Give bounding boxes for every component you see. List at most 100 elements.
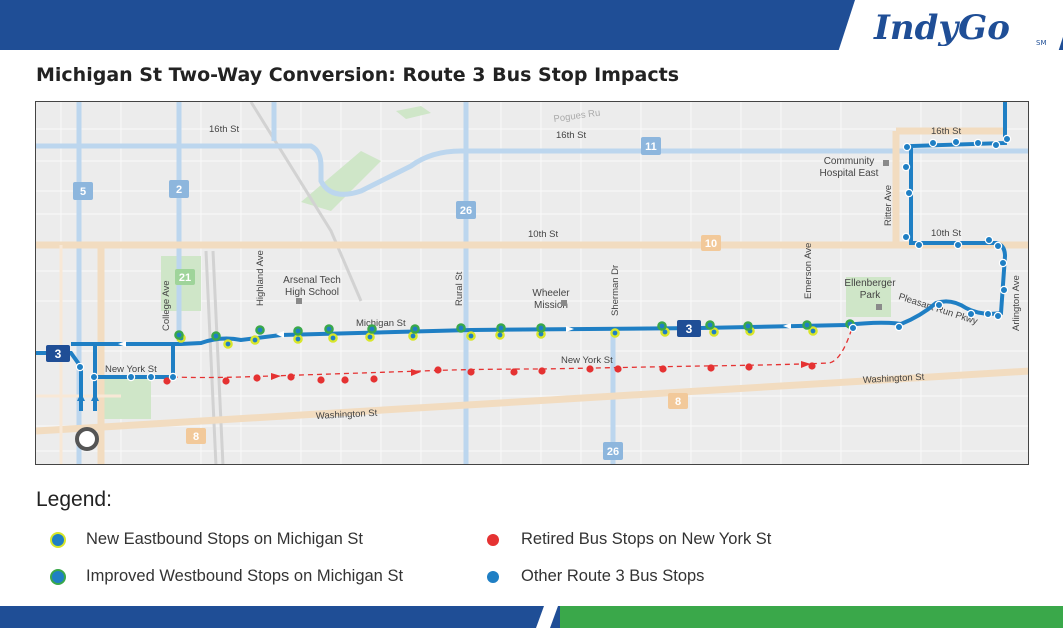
shield-10: 10 <box>705 238 717 250</box>
westbound-stop <box>174 330 184 340</box>
label-sherman: Sherman Dr <box>610 265 621 316</box>
other-stop <box>998 258 1008 268</box>
route-terminus-icon[interactable] <box>75 427 99 451</box>
legend-eastbound-icon <box>52 533 64 546</box>
other-stop <box>951 137 961 147</box>
logo-mark: SM <box>1036 39 1046 46</box>
route-map[interactable]: 16th St 16th St 16th St 10th St 10th St … <box>35 101 1029 465</box>
label-highland: Highland Ave <box>255 250 266 306</box>
shield-5: 5 <box>80 186 86 198</box>
westbound-stop <box>456 323 466 333</box>
page-title: Michigan St Two-Way Conversion: Route 3 … <box>36 64 680 86</box>
other-stop <box>894 322 904 332</box>
other-stop <box>901 232 911 242</box>
label-16th-central: 16th St <box>556 130 586 141</box>
shield-26-top: 26 <box>460 205 472 217</box>
retired-stop <box>370 375 378 383</box>
retired-stop <box>538 367 546 375</box>
retired-route-new-york <box>172 330 852 379</box>
footer-band-blue <box>0 606 560 628</box>
other-stop <box>146 372 156 382</box>
westbound-stop <box>496 323 506 333</box>
retired-stop <box>163 377 171 385</box>
label-10th-central: 10th St <box>528 229 558 240</box>
stops-other[interactable] <box>75 134 1012 382</box>
street-grid <box>36 102 1028 464</box>
label-10th-east: 10th St <box>931 228 961 239</box>
shield-3-mid: 3 <box>686 322 693 336</box>
westbound-stop <box>536 323 546 333</box>
retired-stop <box>614 365 622 373</box>
label-ritter: Ritter Ave <box>883 185 894 226</box>
other-stop <box>973 138 983 148</box>
route-shields: 5 2 26 26 11 21 10 8 8 <box>73 137 721 460</box>
eastbound-stop <box>808 326 818 336</box>
other-stop <box>934 300 944 310</box>
other-stop <box>901 162 911 172</box>
shield-21: 21 <box>179 272 191 284</box>
eastbound-stop <box>610 328 620 338</box>
eastbound-stop <box>293 334 303 344</box>
other-stop <box>75 362 85 372</box>
shield-8-east: 8 <box>675 396 681 408</box>
legend-item-new-eastbound: New Eastbound Stops on Michigan St <box>52 530 363 549</box>
other-stop <box>991 140 1001 150</box>
label-emerson: Emerson Ave <box>803 243 814 299</box>
map-canvas: 16th St 16th St 16th St 10th St 10th St … <box>36 102 1028 464</box>
legend-heading: Legend: <box>36 488 112 511</box>
retired-stop <box>253 374 261 382</box>
westbound-stop <box>255 325 265 335</box>
stops-retired[interactable] <box>163 362 816 385</box>
label-new-york-west: New York St <box>105 364 157 375</box>
retired-stop <box>317 376 325 384</box>
other-stop <box>966 309 976 319</box>
indygo-logo: IndyGo SM <box>873 8 1046 46</box>
other-stop <box>126 372 136 382</box>
label-16th-east: 16th St <box>931 126 961 137</box>
eastbound-stop <box>328 333 338 343</box>
shield-11: 11 <box>645 141 657 153</box>
logo-text: IndyGo <box>873 8 1010 46</box>
retired-stop <box>510 368 518 376</box>
legend-other-icon <box>487 570 499 583</box>
shield-2: 2 <box>176 184 182 196</box>
westbound-stop <box>324 324 334 334</box>
retired-stop <box>659 365 667 373</box>
westbound-stop <box>705 320 715 330</box>
other-stop <box>983 309 993 319</box>
other-stop <box>953 240 963 250</box>
landmark-ellenberger-line2: Park <box>860 290 882 301</box>
westbound-stop <box>657 321 667 331</box>
shield-3-west: 3 <box>55 347 62 361</box>
other-stop <box>928 138 938 148</box>
label-arlington: Arlington Ave <box>1011 275 1022 331</box>
legend-label: Retired Bus Stops on New York St <box>521 530 772 548</box>
label-college: College Ave <box>161 280 172 331</box>
westbound-stop <box>211 331 221 341</box>
eastbound-stop <box>466 331 476 341</box>
legend-label: New Eastbound Stops on Michigan St <box>86 530 363 548</box>
legend-item-improved-westbound: Improved Westbound Stops on Michigan St <box>52 567 403 586</box>
legend-label: Improved Westbound Stops on Michigan St <box>86 567 404 585</box>
landmark-ellenberger-line1: Ellenberger <box>844 278 896 289</box>
retired-route-arrows <box>271 361 811 380</box>
eastbound-stop <box>250 335 260 345</box>
route-3-direction-arrows <box>77 393 99 401</box>
eastbound-stop <box>365 332 375 342</box>
shield-8-west: 8 <box>193 431 199 443</box>
retired-stop <box>707 364 715 372</box>
label-rural: Rural St <box>454 271 465 306</box>
landmark-community-line1: Community <box>824 156 875 167</box>
other-stop <box>984 235 994 245</box>
westbound-stop <box>743 321 753 331</box>
label-washington-east: Washington St <box>863 372 925 386</box>
landmark-community-line2: Hospital East <box>820 168 879 179</box>
retired-stop <box>287 373 295 381</box>
other-stop <box>1002 134 1012 144</box>
legend-retired-icon <box>487 533 499 546</box>
other-stop <box>999 285 1009 295</box>
landmark-arsenal-line2: High School <box>285 287 339 298</box>
other-stop <box>904 188 914 198</box>
legend-item-other: Other Route 3 Bus Stops <box>487 567 704 586</box>
